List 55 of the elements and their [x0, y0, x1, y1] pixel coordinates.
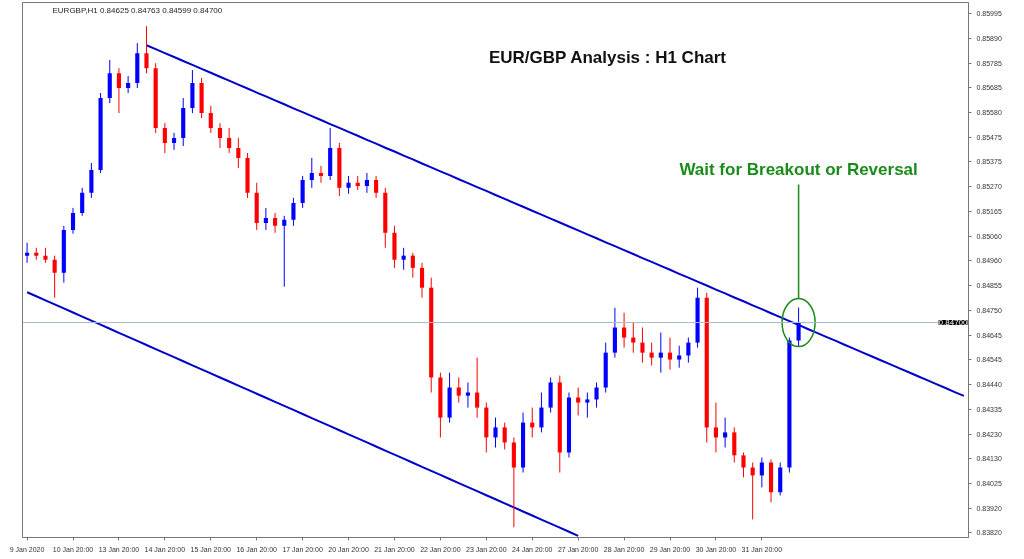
- candlestick: [374, 175, 379, 199]
- candlestick: [741, 451, 746, 478]
- candlestick: [291, 197, 296, 227]
- candlestick: [227, 127, 232, 154]
- candlestick: [144, 25, 149, 74]
- candlestick: [667, 337, 673, 371]
- candlestick: [585, 392, 590, 419]
- candlestick: [622, 312, 627, 349]
- candlestick: [273, 212, 278, 234]
- candlestick: [263, 207, 268, 231]
- candlestick: [126, 75, 131, 94]
- candlestick: [640, 327, 645, 364]
- candlestick: [539, 392, 544, 433]
- candlestick: [217, 122, 223, 149]
- line-series: [26, 291, 580, 537]
- candlestick: [401, 247, 406, 271]
- candlestick: [80, 187, 85, 217]
- annotation: Wait for Breakout or Reversal: [679, 160, 918, 180]
- candlestick: [236, 137, 241, 169]
- candlestick: [493, 417, 498, 448]
- candlestick: [713, 402, 718, 453]
- candlestick: [686, 337, 691, 364]
- candlestick: [576, 387, 581, 416]
- candlestick: [456, 376, 461, 404]
- line-series: [145, 44, 965, 397]
- candlestick: [162, 122, 167, 154]
- ref-line-label: 0.84700: [938, 318, 969, 328]
- candlestick: [723, 417, 728, 448]
- candlestick: [759, 456, 764, 488]
- candlestick: [594, 381, 599, 409]
- candlestick: [732, 426, 737, 463]
- candlestick: [52, 255, 57, 299]
- candlestick: [410, 252, 415, 279]
- text: EUR/GBP Analysis : H1 Chart: [488, 47, 727, 67]
- candlestick: [677, 345, 682, 369]
- candlestick: [796, 307, 801, 348]
- candlestick: [300, 175, 305, 209]
- candlestick: [419, 262, 425, 299]
- candlestick: [475, 357, 480, 419]
- candlestick: [465, 381, 471, 409]
- candlestick: [318, 165, 324, 184]
- annotation: EURGBP,H1 0.84625 0.84763 0.84599 0.84700: [52, 5, 223, 15]
- candlestick: [70, 207, 76, 235]
- candlestick: [282, 215, 287, 288]
- candlestick: [25, 242, 30, 264]
- candlestick: [309, 157, 314, 189]
- candlestick: [89, 162, 94, 199]
- candlestick: [649, 342, 654, 367]
- candlestick: [116, 67, 121, 114]
- candlestick: [658, 332, 663, 374]
- candlestick: [364, 172, 369, 194]
- candlestick: [631, 322, 636, 354]
- candlestick: [208, 105, 213, 134]
- candlestick: [502, 422, 507, 450]
- candlestick: [171, 132, 177, 151]
